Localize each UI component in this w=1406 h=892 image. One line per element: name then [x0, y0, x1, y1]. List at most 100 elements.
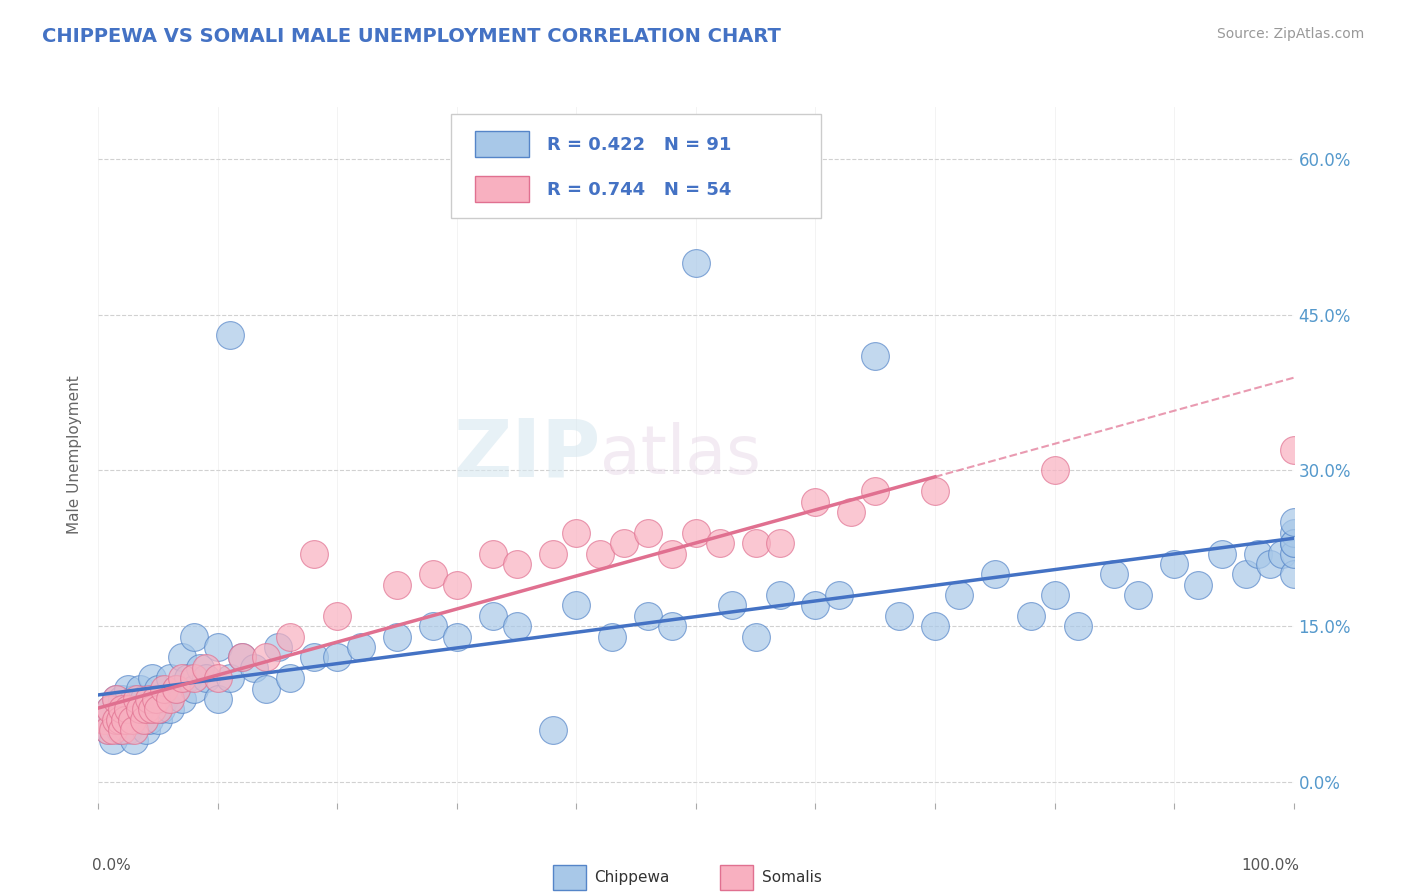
Point: [165, 681, 187, 696]
Point: [124, 733, 146, 747]
Point: [541, 547, 564, 561]
Point: [506, 619, 529, 633]
Point: [661, 619, 683, 633]
Point: [804, 494, 827, 508]
Point: [481, 608, 505, 623]
Point: [121, 702, 143, 716]
Text: R = 0.744   N = 54: R = 0.744 N = 54: [547, 181, 731, 199]
Point: [219, 671, 242, 685]
Point: [924, 619, 946, 633]
Point: [141, 671, 163, 685]
Point: [165, 681, 187, 696]
Point: [159, 692, 181, 706]
Point: [111, 702, 134, 716]
Point: [828, 588, 851, 602]
Point: [111, 723, 134, 738]
Point: [385, 578, 409, 592]
Point: [117, 702, 139, 716]
Point: [207, 671, 229, 685]
Point: [768, 536, 790, 550]
Point: [141, 702, 163, 716]
Point: [93, 713, 115, 727]
Text: CHIPPEWA VS SOMALI MALE UNEMPLOYMENT CORRELATION CHART: CHIPPEWA VS SOMALI MALE UNEMPLOYMENT COR…: [42, 27, 782, 45]
Point: [97, 723, 120, 738]
Point: [231, 650, 253, 665]
Point: [1211, 547, 1233, 561]
Point: [506, 557, 529, 571]
Point: [114, 702, 136, 716]
Point: [1067, 619, 1090, 633]
Point: [148, 713, 170, 727]
Point: [148, 681, 170, 696]
Point: [302, 547, 325, 561]
Point: [841, 505, 863, 519]
Point: [745, 536, 768, 550]
Point: [589, 547, 612, 561]
Point: [637, 525, 659, 540]
Point: [159, 702, 181, 716]
Point: [194, 661, 218, 675]
Point: [98, 702, 122, 716]
Point: [129, 713, 152, 727]
Point: [745, 630, 768, 644]
Point: [768, 588, 790, 602]
Point: [685, 256, 707, 270]
Point: [804, 599, 827, 613]
Point: [231, 650, 253, 665]
Point: [1128, 588, 1150, 602]
Point: [138, 692, 160, 706]
Point: [254, 650, 277, 665]
Point: [685, 525, 707, 540]
Point: [1234, 567, 1257, 582]
Point: [141, 702, 163, 716]
Point: [101, 733, 124, 747]
Point: [111, 713, 134, 727]
Text: 100.0%: 100.0%: [1241, 858, 1299, 873]
FancyBboxPatch shape: [451, 114, 821, 219]
Point: [243, 661, 266, 675]
Point: [1271, 547, 1294, 561]
Point: [889, 608, 911, 623]
Point: [1258, 557, 1281, 571]
Point: [863, 484, 887, 499]
Point: [1187, 578, 1209, 592]
Point: [721, 599, 744, 613]
Point: [1102, 567, 1125, 582]
Point: [172, 671, 194, 685]
Text: 0.0%: 0.0%: [93, 858, 131, 873]
Point: [105, 713, 128, 727]
Text: atlas: atlas: [600, 422, 761, 488]
Point: [541, 723, 564, 738]
Point: [1043, 588, 1066, 602]
Point: [207, 692, 229, 706]
Point: [125, 702, 148, 716]
Point: [129, 681, 152, 696]
Point: [183, 630, 205, 644]
Point: [948, 588, 970, 602]
Point: [709, 536, 731, 550]
FancyBboxPatch shape: [720, 865, 754, 889]
Point: [326, 650, 349, 665]
Text: ZIP: ZIP: [453, 416, 600, 494]
Point: [108, 723, 131, 738]
Point: [138, 713, 160, 727]
Point: [105, 713, 128, 727]
Point: [135, 723, 157, 738]
Point: [350, 640, 373, 654]
Point: [124, 723, 146, 738]
Point: [1019, 608, 1042, 623]
Point: [267, 640, 290, 654]
Point: [1282, 525, 1305, 540]
Point: [101, 723, 124, 738]
Point: [422, 567, 444, 582]
Text: R = 0.422   N = 91: R = 0.422 N = 91: [547, 136, 731, 153]
Point: [108, 713, 131, 727]
Point: [117, 681, 139, 696]
Point: [148, 702, 170, 716]
Point: [183, 671, 205, 685]
Point: [207, 640, 229, 654]
Point: [1282, 536, 1305, 550]
Point: [446, 578, 468, 592]
Point: [446, 630, 468, 644]
Point: [177, 671, 200, 685]
